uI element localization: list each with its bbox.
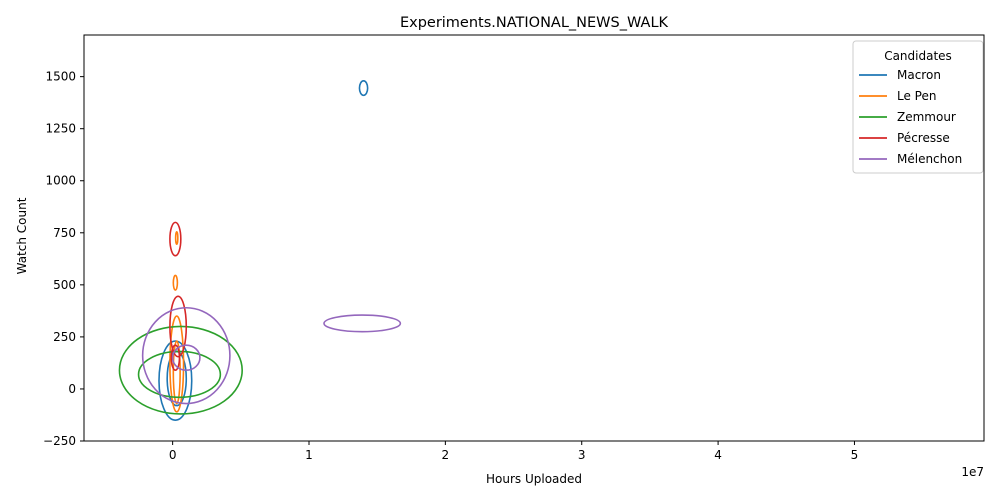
x-tick-label-0: 0 [169,448,177,462]
contour-mélenchon-0 [141,306,231,405]
legend-label-mélenchon: Mélenchon [897,152,962,166]
x-axis-offset-label: 1e7 [961,465,984,479]
x-axis-label: Hours Uploaded [486,472,582,486]
chart-title: Experiments.NATIONAL_NEWS_WALK [400,15,669,31]
contour-le pen-0 [172,274,179,291]
legend-box [852,40,984,174]
contour-pécresse-0 [169,221,182,257]
x-tick-label-5: 5 [851,448,859,462]
y-tick-label-5: 1000 [45,174,76,188]
x-tick-label-3: 3 [578,448,586,462]
legend-entries: Macron Le Pen Zemmour Pécresse Mélenchon [859,68,962,166]
x-tick-label-2: 2 [442,448,450,462]
legend-label-pécresse: Pécresse [897,131,950,145]
y-tick-label-0: −250 [43,434,76,448]
contour-pécresse-2 [170,344,181,372]
contour-le pen-1 [174,230,179,246]
legend: Candidates Macron Le Pen Zemmour Pécresse Mé… [852,40,984,174]
legend-label-zemmour: Zemmour [897,110,956,124]
y-tick-label-1: 0 [68,382,76,396]
x-tick-label-1: 1 [305,448,313,462]
series-le pen [169,230,185,413]
contour-le pen-3 [172,340,181,405]
y-tick-label-6: 1250 [45,122,76,136]
contour-le pen-2 [169,315,185,413]
y-tick-label-3: 500 [53,278,76,292]
contour-macron-2 [358,80,369,97]
plot-marks [118,80,402,421]
y-tick-label-4: 750 [53,226,76,240]
legend-label-macron: Macron [897,68,941,82]
plot-frame [83,34,985,442]
series-pécresse [169,221,188,372]
legend-title: Candidates [884,49,952,63]
contour-pécresse-1 [169,295,188,358]
x-tick-label-4: 4 [714,448,722,462]
contour-mélenchon-2 [323,314,402,333]
contour-macron-0 [158,340,193,421]
y-tick-label-7: 1500 [45,70,76,84]
contour-mélenchon-1 [171,344,201,372]
axes: 0 1 2 3 4 5 −250 0 250 500 750 1000 1250 1500 [43,34,985,462]
series-mélenchon [141,306,402,405]
legend-label-le pen: Le Pen [897,89,936,103]
contour-zemmour-0 [118,325,243,415]
y-axis-label: Watch Count [15,197,29,274]
y-tick-label-2: 250 [53,330,76,344]
